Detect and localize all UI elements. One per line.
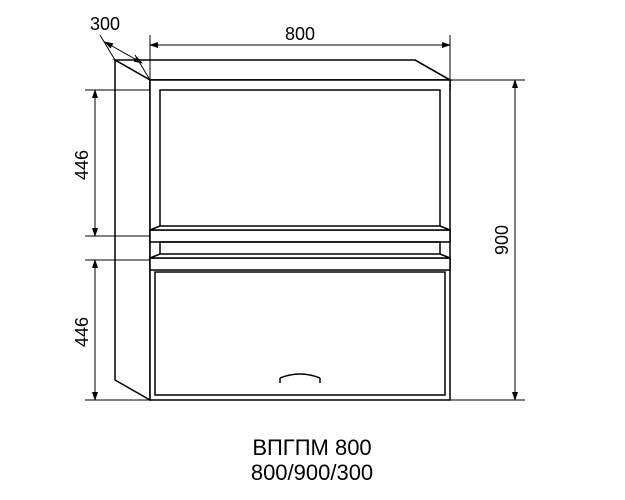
model-label-line2: 800/900/300 [251, 460, 373, 485]
dim-width-label: 800 [285, 24, 315, 44]
technical-drawing: 800 300 900 446 446 ВПГПМ 800 800/900/30… [0, 0, 625, 500]
dimension-height-total: 900 [450, 80, 525, 400]
dim-height-label: 900 [492, 225, 512, 255]
shelf-1 [150, 226, 450, 242]
shelf-2 [150, 254, 450, 270]
cabinet-body [115, 60, 450, 400]
model-label-line1: ВПГПМ 800 [252, 435, 371, 460]
dim-upper-label: 446 [72, 150, 92, 180]
dim-depth-label: 300 [90, 14, 120, 34]
dim-lower-label: 446 [72, 317, 92, 347]
